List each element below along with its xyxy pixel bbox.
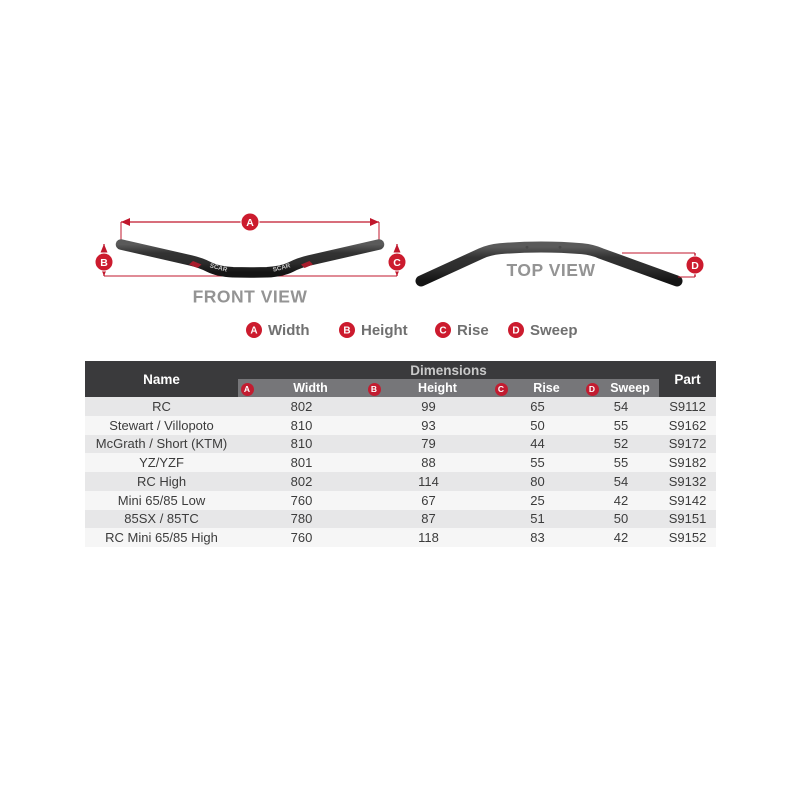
svg-text:B: B — [100, 257, 108, 269]
svg-text:Rise: Rise — [457, 322, 489, 339]
svg-text:Height: Height — [361, 322, 408, 339]
svg-text:D: D — [691, 260, 699, 272]
svg-text:B: B — [343, 326, 350, 337]
svg-text:A: A — [246, 217, 254, 229]
svg-text:FRONT VIEW: FRONT VIEW — [193, 287, 308, 307]
svg-text:Sweep: Sweep — [530, 322, 578, 339]
svg-text:D: D — [512, 326, 519, 337]
svg-text:C: C — [393, 257, 401, 269]
svg-text:TOP VIEW: TOP VIEW — [507, 260, 596, 280]
svg-text:A: A — [250, 326, 257, 337]
svg-text:C: C — [439, 326, 446, 337]
svg-text:Width: Width — [268, 322, 310, 339]
